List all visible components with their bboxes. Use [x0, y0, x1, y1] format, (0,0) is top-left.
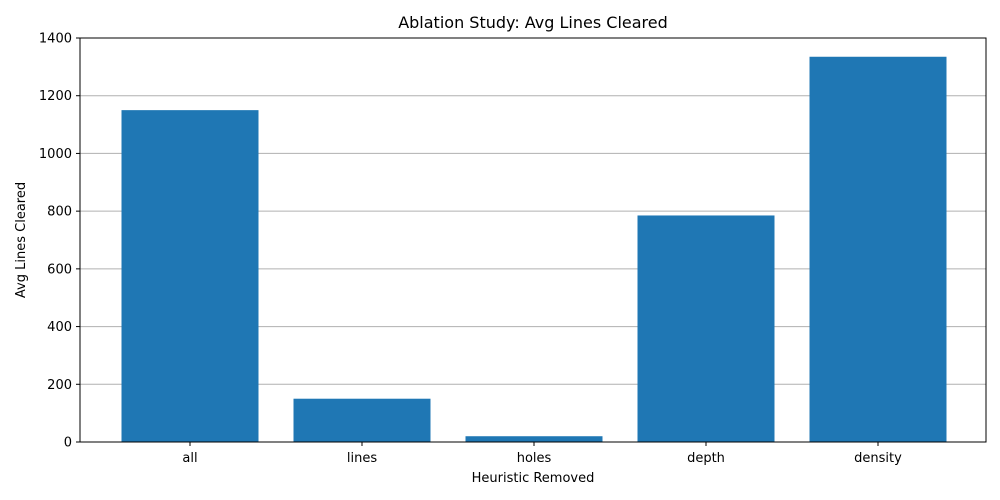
y-tick-label: 1000: [39, 147, 72, 162]
y-tick-label: 1400: [39, 32, 72, 47]
chart-title: Ablation Study: Avg Lines Cleared: [398, 13, 668, 32]
x-axis-label: Heuristic Removed: [472, 471, 595, 486]
axes: [79, 37, 987, 443]
y-tick-label: 200: [47, 378, 72, 393]
y-tick-label: 400: [47, 320, 72, 335]
x-tick-label-all: all: [182, 451, 197, 466]
x-axis-ticks: all lines holes depth density: [182, 442, 902, 466]
y-tick-label: 1200: [39, 89, 72, 104]
bar-lines: [293, 398, 431, 442]
x-tick-label-depth: depth: [687, 451, 725, 466]
bars: [121, 56, 947, 443]
y-axis-ticks: 0 200 400 600 800 1000 1200 1400: [39, 32, 80, 451]
bar-holes: [465, 436, 603, 442]
x-tick-label-lines: lines: [347, 451, 377, 466]
bar-all: [121, 110, 259, 443]
x-tick-label-holes: holes: [517, 451, 552, 466]
y-axis-label: Avg Lines Cleared: [14, 182, 29, 298]
y-tick-label: 0: [64, 436, 72, 451]
y-tick-label: 800: [47, 205, 72, 220]
bar-depth: [637, 215, 775, 442]
plot-frame: [79, 37, 987, 443]
y-tick-label: 600: [47, 262, 72, 277]
x-tick-label-density: density: [854, 451, 902, 466]
bar-density: [809, 56, 947, 442]
